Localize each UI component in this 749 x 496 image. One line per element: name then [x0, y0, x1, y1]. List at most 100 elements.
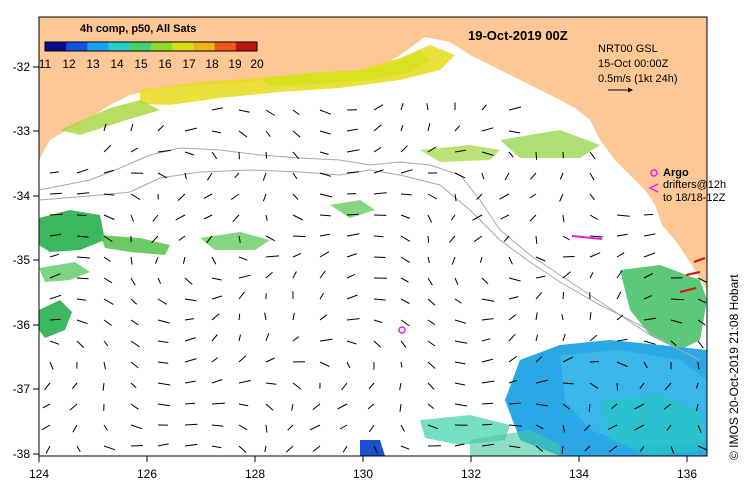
current-vector	[103, 361, 106, 370]
current-vector	[643, 295, 652, 300]
colorbar-frame	[44, 41, 258, 52]
current-vector	[589, 272, 594, 279]
colorbar-tick-label: 20	[250, 57, 264, 71]
current-vector	[373, 340, 381, 348]
current-vector	[265, 357, 275, 363]
current-vector	[449, 235, 456, 243]
current-vector	[454, 382, 465, 386]
current-vector	[49, 273, 61, 279]
current-vector	[103, 214, 115, 220]
current-vector	[400, 298, 410, 304]
current-vector	[634, 403, 645, 410]
current-vector	[184, 127, 197, 132]
current-vector	[184, 443, 198, 447]
current-vector	[616, 361, 628, 367]
current-vector	[265, 214, 268, 221]
current-vector	[559, 172, 564, 180]
current-vector	[427, 146, 437, 153]
current-vector	[103, 298, 114, 305]
current-vector	[265, 130, 271, 137]
current-vector	[103, 235, 113, 243]
current-vector	[102, 382, 105, 391]
current-vector	[670, 298, 684, 301]
current-vector	[589, 214, 598, 220]
current-vector	[400, 145, 408, 153]
current-vector	[562, 214, 565, 223]
current-vector	[400, 424, 405, 432]
current-vector	[346, 128, 358, 132]
current-vector	[42, 403, 51, 409]
current-vector	[562, 271, 571, 279]
current-vector	[203, 214, 213, 220]
plot-area	[39, 17, 707, 456]
current-vector	[663, 403, 672, 410]
current-vector	[670, 319, 682, 324]
current-vector	[589, 172, 595, 181]
current-vector	[292, 312, 295, 321]
current-vector	[265, 424, 268, 433]
current-vector	[49, 294, 62, 300]
current-vector	[238, 403, 249, 407]
current-vector	[589, 382, 599, 389]
current-vector	[312, 403, 321, 410]
current-vector	[206, 172, 213, 181]
current-vector	[481, 172, 485, 180]
current-vector	[238, 445, 247, 453]
current-vector	[49, 233, 62, 237]
current-vector	[426, 103, 429, 111]
current-vector	[211, 357, 218, 363]
current-vector	[481, 318, 494, 321]
colorbar-tick-label: 15	[134, 57, 148, 71]
colorbar-ticks: 11 12 13 14 15 16 17 18 19 20	[39, 57, 264, 71]
current-vector	[427, 235, 430, 243]
current-vector	[373, 146, 382, 153]
current-vector	[697, 445, 707, 451]
current-vector	[265, 255, 279, 258]
current-vector	[346, 213, 359, 216]
current-vector	[504, 172, 510, 181]
current-vector	[130, 403, 139, 410]
current-vector	[454, 361, 466, 365]
argo-legend: Argo drifters@12h to 18/18-12Z	[648, 167, 726, 204]
current-vector	[616, 252, 625, 258]
current-vector	[157, 298, 167, 305]
colorbar-segment	[45, 42, 67, 51]
drifter-label-1: drifters@12h	[663, 179, 726, 191]
current-vector	[639, 445, 645, 452]
current-vector	[49, 171, 59, 174]
y-tick-label: -35	[13, 253, 31, 267]
current-vector	[697, 361, 700, 370]
current-vector	[319, 151, 329, 155]
current-vector	[130, 193, 141, 201]
argo-float-marker[interactable]	[398, 326, 406, 334]
current-vector	[562, 424, 566, 433]
current-vector	[562, 356, 574, 363]
colorbar-tick-label: 17	[182, 57, 196, 71]
current-vector	[589, 312, 592, 321]
current-vector	[508, 314, 517, 321]
current-vector	[203, 193, 213, 199]
current-vector	[476, 193, 483, 200]
current-vector	[481, 423, 493, 426]
current-vector	[238, 130, 248, 138]
current-vector	[367, 403, 375, 410]
current-vectors	[41, 102, 707, 454]
current-vector	[373, 104, 384, 111]
current-vector	[130, 214, 134, 222]
current-vector	[427, 298, 436, 306]
current-vector	[184, 318, 194, 321]
current-vector	[616, 382, 618, 391]
current-vector	[182, 256, 186, 264]
current-vector	[292, 382, 302, 390]
current-info: NRT00 GSL 15-Oct 00:00Z 0.5m/s (1kt 24h)	[598, 43, 677, 93]
current-vector	[427, 361, 436, 369]
date-title: 19-Oct-2019 00Z	[468, 28, 568, 43]
drifter-legend-marker	[648, 183, 659, 193]
current-vector	[103, 193, 115, 196]
current-vector	[238, 256, 248, 261]
current-vector	[211, 379, 223, 384]
current-vector	[49, 213, 63, 216]
current-vector	[309, 424, 321, 431]
current-vector	[49, 253, 59, 258]
legend-title: 4h comp, p50, All Sats	[80, 23, 196, 35]
